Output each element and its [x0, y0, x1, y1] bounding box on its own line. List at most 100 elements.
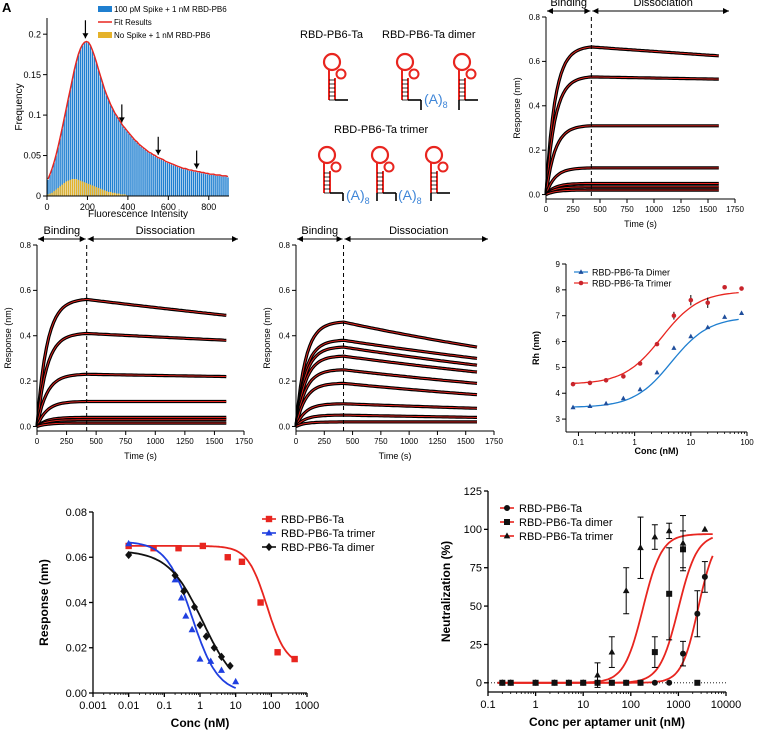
linker-text: (A): [346, 187, 365, 203]
sensorgram-fit: [545, 46, 719, 195]
y-tick-label: 0.4: [20, 332, 32, 341]
hist-bar-spike: [140, 146, 142, 196]
hist-bar-spike: [168, 163, 171, 196]
dissociation-label: Dissociation: [136, 225, 195, 237]
comp-point: [199, 542, 207, 550]
rh-point: [705, 324, 711, 330]
comp-point: [196, 655, 204, 662]
hist-bar-spike: [174, 166, 177, 196]
x-axis-label: Conc (nM): [635, 446, 679, 456]
peak-arrowhead: [82, 33, 89, 39]
hist-bar-spike: [154, 156, 156, 196]
y-tick-label: 0.2: [529, 146, 541, 155]
hist-bar-spike: [225, 176, 227, 196]
hist-bar-spike: [69, 90, 71, 196]
hist-bar-spike: [73, 70, 76, 196]
hist-bar-nospike: [101, 189, 104, 196]
hist-bar-spike: [156, 157, 158, 196]
neut-legend-marker: [504, 519, 510, 525]
y-tick-label: 0.8: [529, 13, 541, 22]
aptamer-top-loop: [424, 145, 444, 165]
hist-bar-spike: [85, 42, 88, 196]
comp-point: [202, 632, 210, 641]
hist-bar-spike: [148, 153, 150, 196]
binding-label: Binding: [301, 225, 338, 237]
arrowhead: [723, 8, 729, 14]
y-tick-label: 75: [470, 563, 482, 575]
comp-legend-label: RBD-PB6-Ta: [281, 514, 345, 526]
x-tick-label: 1: [632, 438, 637, 447]
arrowhead: [87, 236, 94, 242]
sensorgram-fit: [295, 346, 478, 427]
hist-bar-nospike: [93, 186, 96, 196]
rh-fit-curve: [572, 291, 739, 385]
hist-bar-spike: [138, 145, 140, 196]
bli-panel-2: Binding Dissociation 0 250 500 750 1000 1250 150…: [3, 225, 253, 461]
hist-bar-spike: [162, 160, 164, 196]
x-tick-label: 1000: [295, 700, 319, 712]
hist-bar-spike: [71, 80, 73, 196]
y-tick-label: 7: [556, 311, 561, 320]
arrowhead: [38, 236, 44, 242]
legend-label-spike: 100 pM Spike + 1 nM RBD-PB6: [114, 5, 227, 14]
aptamer-unit: [317, 145, 343, 194]
neut-point: [665, 527, 673, 534]
rh-point: [637, 361, 643, 366]
peak-arrowhead: [155, 149, 162, 155]
hist-legend: 100 pM Spike + 1 nM RBD-PB6 Fit Results …: [98, 5, 227, 40]
hist-bar-spike: [200, 173, 203, 196]
y-axis-label: Neutralization (%): [439, 541, 453, 642]
sensorgram-fit: [36, 422, 227, 427]
neut-point: [694, 679, 701, 686]
y-tick-label: 8: [556, 286, 561, 295]
rh-legend-marker: [578, 269, 584, 274]
x-tick-label: 0: [294, 437, 299, 446]
diagram-label-trimer: RBD-PB6-Ta trimer: [334, 124, 428, 136]
linker-subscript: 8: [365, 196, 370, 206]
hist-bar-spike: [223, 176, 225, 196]
competition-panel: RBD-PB6-Ta RBD-PB6-Ta trimer RBD-PB6-Ta di…: [37, 507, 375, 730]
neut-point: [651, 533, 659, 540]
fit-curve: [47, 40, 229, 180]
y-tick-label: 0.8: [279, 241, 291, 250]
y-tick-label: 125: [464, 486, 482, 498]
legend-swatch-nospike: [98, 32, 112, 38]
x-axis-label: Fluorescence Intensity: [88, 209, 188, 220]
panel-label: A: [2, 0, 12, 15]
hist-bar-nospike: [91, 185, 94, 196]
neut-legend-label: RBD-PB6-Ta trimer: [519, 531, 613, 543]
sensorgram-fit: [295, 382, 478, 427]
hist-bar-spike: [160, 159, 162, 196]
dissociation-label: Dissociation: [634, 0, 693, 9]
x-tick-label: 200: [80, 202, 95, 212]
y-tick-label: 0.4: [279, 332, 291, 341]
comp-point: [224, 554, 231, 561]
x-tick-label: 1000: [645, 205, 663, 214]
x-axis-label: Conc (nM): [171, 716, 230, 730]
hist-bar-nospike: [47, 194, 49, 196]
neut-fit-curve: [497, 533, 713, 684]
hist-bar-spike: [213, 174, 215, 196]
hist-bar-spike: [128, 133, 130, 196]
comp-legend-marker: [265, 529, 273, 536]
hist-bar-spike: [158, 158, 160, 196]
hist-bar-spike: [130, 136, 132, 196]
comp-point: [217, 652, 225, 661]
neut-legend-marker: [503, 532, 511, 539]
hist-bar-nospike: [85, 183, 88, 196]
x-tick-label: 750: [119, 437, 133, 446]
comp-point: [232, 677, 240, 685]
sensorgram-fit: [36, 401, 227, 427]
comp-legend-label: RBD-PB6-Ta trimer: [281, 528, 375, 540]
hist-bar-spike: [109, 105, 112, 196]
hist-bar-spike: [75, 62, 78, 196]
arrowhead: [79, 236, 86, 242]
arrowhead: [584, 8, 591, 14]
neutralization-panel: RBD-PB6-Ta RBD-PB6-Ta dimer RBD-PB6-Ta tri…: [439, 486, 741, 729]
hist-bar-spike: [107, 100, 110, 196]
rh-point: [654, 369, 660, 375]
sensorgram-fit: [36, 333, 227, 427]
comp-point: [210, 643, 218, 652]
hist-bar-spike: [221, 176, 223, 196]
hist-bar-spike: [51, 169, 53, 196]
